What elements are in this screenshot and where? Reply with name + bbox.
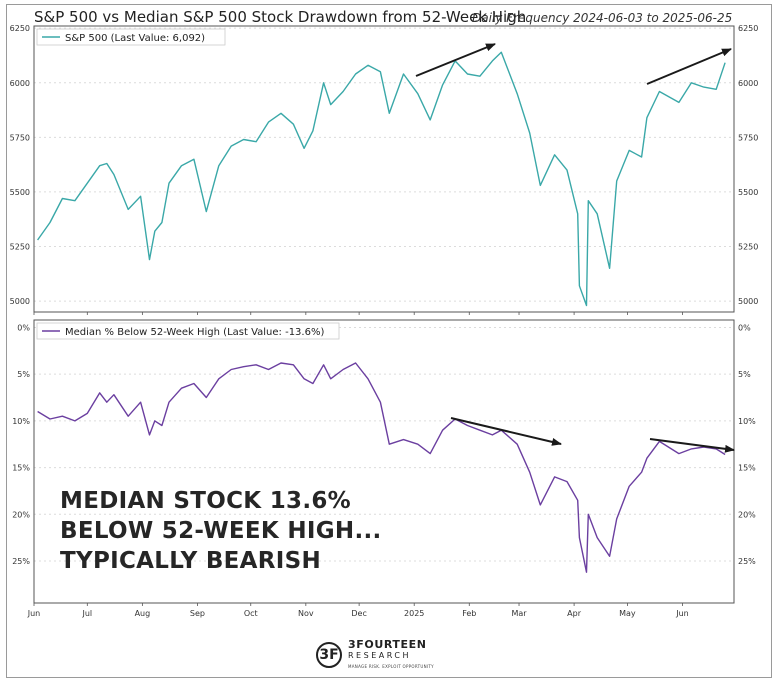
x-tick-label-6: Dec <box>351 609 366 618</box>
y-tick-left-top-1: 5250 <box>10 243 30 252</box>
y-tick-left-top-2: 5500 <box>10 188 30 197</box>
x-tick-label-1: Jul <box>81 609 92 618</box>
company-logo: 3F 3FOURTEEN RESEARCH MANAGE RISK. EXPLO… <box>316 638 434 672</box>
logo-mark: 3F <box>316 642 342 668</box>
x-tick-label-12: Jun <box>675 609 689 618</box>
y-tick-right-bottom-0: 0% <box>738 323 751 332</box>
y-tick-right-top-1: 5250 <box>738 243 758 252</box>
logo-text: 3FOURTEEN RESEARCH MANAGE RISK. EXPLOIT … <box>348 639 434 672</box>
logo-sub: RESEARCH <box>348 650 411 660</box>
series-line-top <box>37 51 726 307</box>
trend-arrow-top-2 <box>646 48 732 85</box>
y-tick-left-bottom-5: 25% <box>12 557 30 566</box>
trend-arrow-top-1 <box>415 43 496 77</box>
x-tick-label-8: Feb <box>462 609 476 618</box>
logo-name: 3FOURTEEN <box>348 637 427 651</box>
annotation-text: MEDIAN STOCK 13.6% BELOW 52-WEEK HIGH...… <box>60 486 382 576</box>
legend-box-top <box>36 28 226 46</box>
y-tick-right-top-2: 5500 <box>738 188 758 197</box>
y-tick-right-top-3: 5750 <box>738 133 758 142</box>
chart-title: S&P 500 vs Median S&P 500 Stock Drawdown… <box>34 8 527 26</box>
legend-label-top: S&P 500 (Last Value: 6,092) <box>65 33 205 44</box>
y-tick-left-bottom-1: 5% <box>17 370 30 379</box>
x-tick-label-2: Aug <box>135 609 151 618</box>
y-tick-right-bottom-1: 5% <box>738 370 751 379</box>
x-tick-label-5: Nov <box>298 609 314 618</box>
y-tick-right-bottom-2: 10% <box>738 417 756 426</box>
x-tick-label-7: 2025 <box>404 609 424 618</box>
legend-bottom: Median % Below 52-Week High (Last Value:… <box>36 322 340 340</box>
y-tick-right-bottom-3: 15% <box>738 464 756 473</box>
legend-top: S&P 500 (Last Value: 6,092) <box>36 28 226 46</box>
x-tick-label-11: May <box>619 609 636 618</box>
y-tick-left-top-4: 6000 <box>10 79 30 88</box>
axes-frame-top <box>33 25 735 313</box>
trend-arrow-bottom-2 <box>649 438 735 453</box>
chart-subtitle: Daily Frequency 2024-06-03 to 2025-06-25 <box>472 11 733 25</box>
y-tick-right-bottom-5: 25% <box>738 557 756 566</box>
series-line-bottom <box>37 362 726 573</box>
y-tick-right-top-0: 5000 <box>738 297 758 306</box>
y-tick-left-bottom-3: 15% <box>12 464 30 473</box>
x-tick-label-4: Oct <box>244 609 258 618</box>
y-tick-left-top-5: 6250 <box>10 24 30 33</box>
axes-frame-bottom <box>33 319 735 604</box>
y-tick-right-top-5: 6250 <box>738 24 758 33</box>
x-tick-label-3: Sep <box>190 609 205 618</box>
x-tick-label-9: Mar <box>511 609 527 618</box>
annotation-line-2: BELOW 52-WEEK HIGH... <box>60 518 382 544</box>
y-tick-left-top-3: 5750 <box>10 133 30 142</box>
trend-arrow-bottom-1 <box>450 417 562 446</box>
y-tick-left-bottom-4: 20% <box>12 510 30 519</box>
legend-label-bottom: Median % Below 52-Week High (Last Value:… <box>65 327 324 338</box>
logo-tagline: MANAGE RISK. EXPLOIT OPPORTUNITY <box>348 663 434 669</box>
annotation-line-1: MEDIAN STOCK 13.6% <box>60 488 352 514</box>
x-tick-label-10: Apr <box>567 609 582 618</box>
y-tick-right-bottom-4: 20% <box>738 510 756 519</box>
y-tick-left-bottom-0: 0% <box>17 323 30 332</box>
annotation-line-3: TYPICALLY BEARISH <box>60 548 322 574</box>
legend-box-bottom <box>36 322 340 340</box>
y-tick-left-bottom-2: 10% <box>12 417 30 426</box>
y-tick-left-top-0: 5000 <box>10 297 30 306</box>
chart-frame <box>6 4 772 678</box>
y-tick-right-top-4: 6000 <box>738 79 758 88</box>
x-tick-label-0: Jun <box>27 609 41 618</box>
